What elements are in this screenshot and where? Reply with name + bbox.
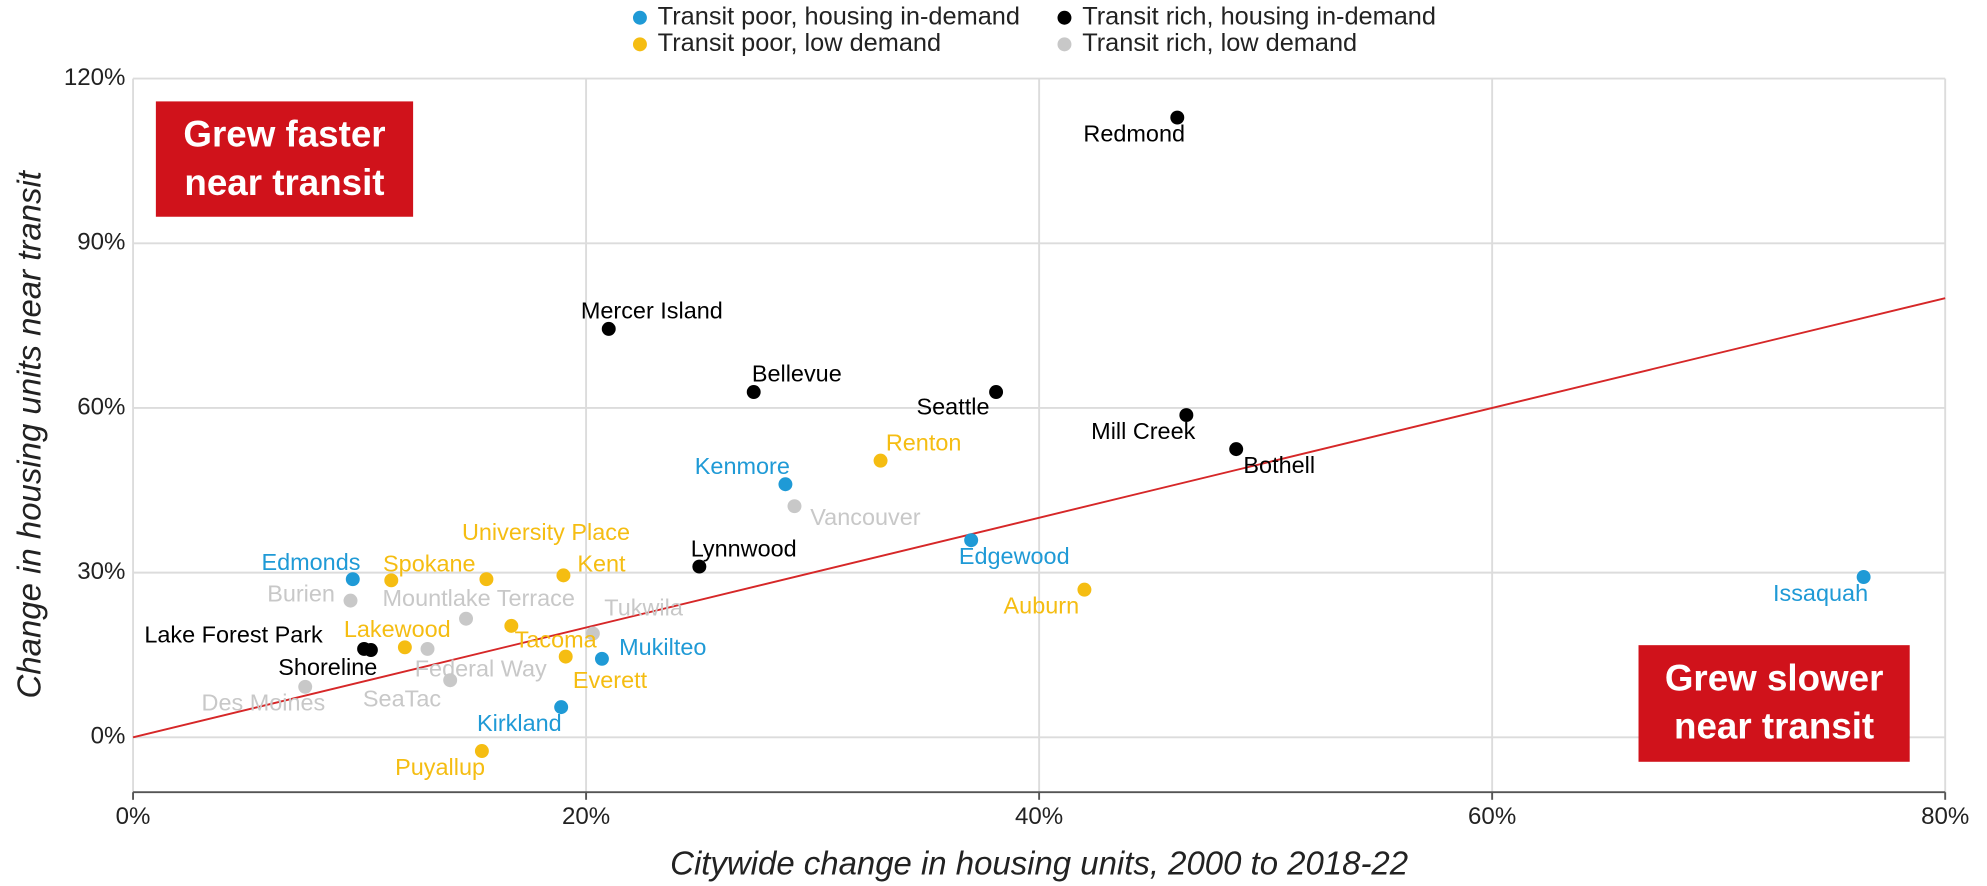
point-label: Des Moines [202,690,326,716]
point-label: Lakewood [344,616,451,642]
point [504,618,519,633]
trend-line [132,297,1946,739]
legend-label: Transit rich, low demand [1082,29,1357,57]
point-label: Mill Creek [1091,418,1195,444]
point [989,385,1004,400]
x-tick-label: 60% [1468,803,1516,830]
point-label: Renton [886,429,962,455]
x-tick-label: 0% [116,803,151,830]
legend-marker [1057,37,1072,52]
annotation-text: Grew faster [183,114,385,155]
point-label: Federal Way [415,656,547,682]
point-label: Spokane [383,550,476,576]
point-label: University Place [462,519,630,545]
y-tick-label: 0% [91,723,126,750]
series: Edmonds Kenmore Edgewood Mukilteo Kirkland Is… [261,453,1871,736]
point-label: Everett [573,667,648,693]
point [692,559,707,574]
point [554,700,569,715]
point-label: Mercer Island [581,298,723,324]
point [459,611,474,626]
point-label: Tacoma [515,626,598,652]
point-label: Shoreline [278,654,377,680]
point [1170,110,1185,125]
point [397,640,412,655]
point [964,533,979,548]
series: Spokane University Place Kent Renton Lakewoo… [344,429,1092,780]
point [778,477,793,492]
y-tick-label: 30% [77,558,125,585]
point-label: Burien [267,581,335,607]
point-label: Auburn [1004,593,1080,619]
point [1229,442,1244,457]
series: Burien Mountlake Terrace Tukwila Federal Wa… [202,499,921,716]
point [479,572,494,587]
y-tick-label: 90% [77,229,125,256]
x-tick-label: 20% [562,803,610,830]
series: Redmond Mercer Island Bellevue Seattle Mill … [144,110,1315,680]
annotation-text: near transit [184,162,384,203]
y-tick-label: 60% [77,393,125,420]
legend-label: Transit poor, low demand [658,29,941,57]
point-label: Edgewood [959,543,1070,569]
legend-marker [632,10,647,25]
point [873,453,888,468]
point-label: Tukwila [604,595,684,621]
point-label: Kenmore [695,453,790,479]
point-label: Kirkland [477,710,562,736]
point [601,321,616,336]
point [1856,570,1871,584]
x-tick-label: 80% [1921,803,1969,830]
point-label: Seattle [917,394,990,420]
point-label: SeaTac [363,686,441,712]
point-label: Bellevue [752,361,842,387]
point [363,643,378,658]
annotation-box [155,101,414,217]
point-label: Lake Forest Park [144,621,323,647]
legend-marker [1057,10,1072,25]
legend-label: Transit poor, housing in-demand [658,2,1020,30]
y-tick-label: 120% [64,64,126,91]
point-label: Issaquah [1773,580,1868,606]
point [474,744,489,759]
point [787,499,802,514]
point [558,649,573,664]
legend-label: Transit rich, housing in-demand [1082,2,1436,30]
x-axis-label: Citywide change in housing units, 2000 t… [670,844,1408,881]
legend-marker [632,37,647,52]
point-label: Puyallup [395,754,485,780]
point [746,385,761,400]
annotation-text: near transit [1674,706,1874,747]
point-label: Mukilteo [619,634,706,660]
annotation-box [1638,645,1910,762]
annotation-text: Grew slower [1665,657,1884,698]
point [556,568,571,583]
point-label: Vancouver [810,504,920,530]
point [384,573,399,588]
point [1077,582,1092,597]
y-axis-label: Change in housing units near transit [10,169,47,698]
point [343,593,358,608]
x-tick-label: 40% [1015,803,1063,830]
point-label: Kent [577,550,626,576]
point-label: Edmonds [261,549,360,575]
point-label: Redmond [1083,120,1185,146]
point-label: Lynnwood [691,535,797,561]
point-label: Mountlake Terrace [383,585,575,611]
point-label: Bothell [1243,452,1315,478]
point [594,651,609,666]
point [585,626,600,641]
point [443,673,458,688]
point [1179,408,1194,423]
point [298,679,313,694]
point [345,572,360,587]
point [420,641,435,656]
